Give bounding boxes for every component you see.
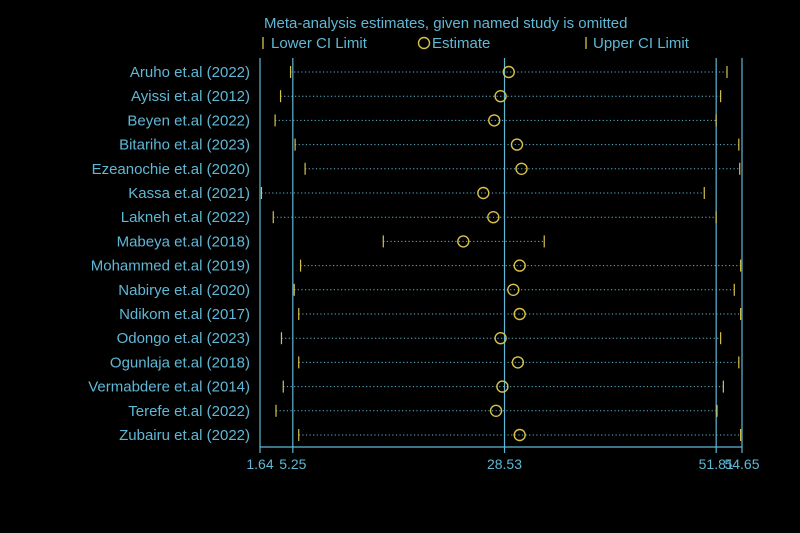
study-label: Zubairu et.al (2022) xyxy=(119,427,250,444)
study-label: Ndikom et.al (2017) xyxy=(119,306,250,323)
estimate-marker xyxy=(507,283,520,296)
plot-area xyxy=(259,58,743,447)
study-label: Ezeanochie et.al (2020) xyxy=(92,161,250,178)
legend-estimate-label: Estimate xyxy=(432,35,490,52)
study-label: Aruho et.al (2022) xyxy=(130,64,250,81)
estimate-marker xyxy=(511,356,525,369)
x-tick-label: 54.65 xyxy=(724,456,759,472)
legend: Lower CI Limit Estimate Upper CI Limit xyxy=(262,35,690,52)
x-tick-label: 5.25 xyxy=(279,456,306,472)
study-label: Kassa et.al (2021) xyxy=(128,185,250,202)
estimate-marker xyxy=(457,235,470,248)
study-label: Ayissi et.al (2012) xyxy=(131,88,250,105)
estimate-marker xyxy=(515,162,528,176)
chart-title: Meta-analysis estimates, given named stu… xyxy=(264,15,628,32)
study-label: Odongo et.al (2023) xyxy=(117,330,250,347)
study-label: Mohammed et.al (2019) xyxy=(91,258,250,275)
x-tick-label: 1.64 xyxy=(246,456,273,472)
estimate-marker xyxy=(502,65,515,79)
estimate-marker xyxy=(477,186,490,200)
study-label: Mabeya et.al (2018) xyxy=(117,233,250,250)
study-label: Ogunlaja et.al (2018) xyxy=(110,354,250,371)
x-tick-label: 51.81 xyxy=(699,456,734,472)
estimate-marker xyxy=(496,380,509,393)
estimate-marker xyxy=(488,114,501,127)
x-tick-label: 28.53 xyxy=(487,456,522,472)
legend-lower-label: Lower CI Limit xyxy=(271,35,368,52)
estimate-marker xyxy=(487,210,500,224)
study-label: Nabirye et.al (2020) xyxy=(118,282,250,299)
estimate-marker xyxy=(513,259,526,272)
study-labels: Aruho et.al (2022) Ayissi et.al (2012) Bey… xyxy=(88,64,250,444)
study-label: Vermabdere et.al (2014) xyxy=(88,379,250,396)
study-label: Bitariho et.al (2023) xyxy=(119,137,250,154)
estimate-marker xyxy=(513,428,526,442)
legend-estimate-marker xyxy=(417,36,431,50)
estimate-marker xyxy=(489,404,503,417)
legend-upper-label: Upper CI Limit xyxy=(593,35,690,52)
study-label: Terefe et.al (2022) xyxy=(128,403,250,420)
estimate-marker xyxy=(510,138,524,151)
study-label: Beyen et.al (2022) xyxy=(127,112,250,129)
estimate-marker xyxy=(494,332,507,345)
estimate-marker xyxy=(494,89,507,103)
estimate-marker xyxy=(513,307,526,321)
study-label: Lakneh et.al (2022) xyxy=(121,209,250,226)
